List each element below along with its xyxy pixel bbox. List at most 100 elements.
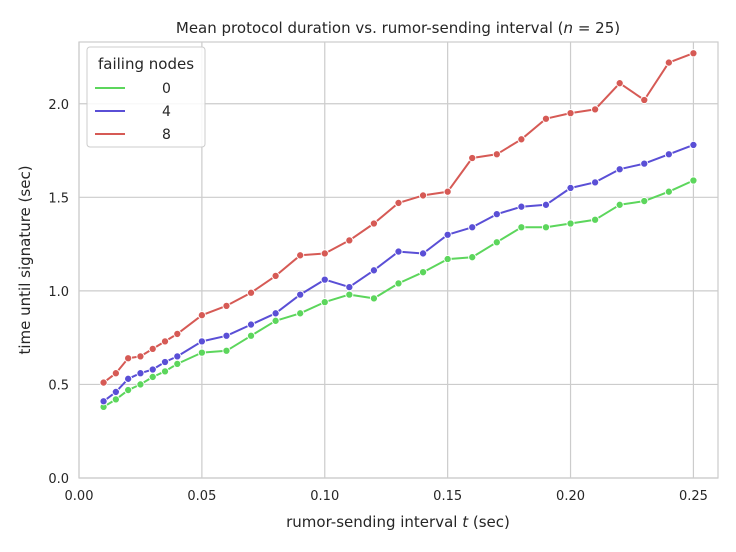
x-tick-label: 0.05 [187,489,216,504]
data-point [173,329,182,338]
series-0 [99,176,698,411]
series-8 [99,49,698,387]
data-point [689,176,698,185]
x-tick-label: 0.10 [310,489,339,504]
data-point [222,331,231,340]
data-point [246,331,256,340]
data-point [566,183,575,193]
y-tick-label: 0.0 [48,472,69,487]
y-tick-label: 1.5 [48,191,69,206]
data-point [345,236,354,245]
data-point [419,249,428,258]
data-point [517,202,526,211]
data-point [160,367,170,376]
data-point [197,311,206,320]
y-tick-label: 1.0 [48,285,69,300]
data-point [124,374,133,383]
data-point [222,301,231,310]
chart-title: Mean protocol duration vs. rumor-sending… [176,19,620,37]
data-point [369,294,378,303]
data-point [640,159,649,168]
data-point [541,223,551,232]
x-tick-label: 0.25 [679,489,708,504]
data-point [492,150,501,159]
data-point [394,279,403,288]
data-point [296,309,305,318]
plot-frame [78,41,719,479]
data-point [111,369,120,378]
data-point [136,352,145,361]
data-point [173,352,182,361]
x-tick-label: 0.00 [65,489,94,504]
legend-label: 0 [162,81,171,97]
series-line [102,143,694,403]
data-point [517,223,526,232]
data-point [492,210,501,219]
data-point [111,395,120,404]
data-point [160,357,170,367]
data-point [664,150,673,159]
legend-label: 4 [162,104,171,120]
data-point [664,58,673,67]
x-axis-ticks: 0.00 0.05 0.10 0.15 0.20 0.25 [65,489,708,504]
data-point [468,253,477,262]
data-point [345,283,354,292]
data-point [591,215,600,224]
data-point [566,219,575,228]
data-point [136,369,145,378]
y-tick-label: 2.0 [48,98,69,113]
data-point [124,386,133,395]
data-point [173,359,182,368]
data-point [591,178,600,187]
data-point [517,135,526,144]
data-point [369,266,378,275]
data-point [148,344,157,353]
y-axis-ticks: 0.0 0.5 1.0 1.5 2.0 [48,98,69,487]
data-point [689,140,698,149]
data-point [443,255,452,264]
data-point [136,380,145,389]
data-point [566,109,575,118]
data-point [296,251,305,260]
data-point [99,378,108,387]
y-axis-label: time until signature (sec) [16,165,34,354]
data-point [615,200,624,209]
data-point [246,288,256,297]
series-line [102,52,694,384]
data-point [369,219,378,228]
data-point [640,197,649,206]
data-point [541,114,551,123]
data-point [591,105,600,114]
data-point [320,249,329,258]
data-point [443,230,452,239]
data-point [443,187,452,196]
data-point [468,153,477,163]
series-layer [99,49,698,411]
data-point [664,187,673,196]
data-point [197,337,206,346]
y-tick-label: 0.5 [48,378,69,393]
data-point [345,290,354,299]
data-point [148,372,157,382]
data-point [419,268,428,277]
data-point [296,290,305,299]
grid-lines [78,42,718,479]
data-point [222,346,231,355]
data-point [148,365,157,374]
data-point [394,198,403,207]
data-point [124,354,133,363]
data-point [271,309,280,318]
data-point [492,238,501,247]
legend-box [86,46,206,148]
data-point [271,316,280,325]
x-tick-label: 0.15 [433,489,462,504]
data-point [99,397,108,406]
series-4 [99,140,698,406]
x-tick-label: 0.20 [556,489,585,504]
data-point [468,223,477,232]
data-point [419,191,428,200]
data-point [197,348,206,357]
data-point [689,49,698,58]
data-point [320,275,329,284]
